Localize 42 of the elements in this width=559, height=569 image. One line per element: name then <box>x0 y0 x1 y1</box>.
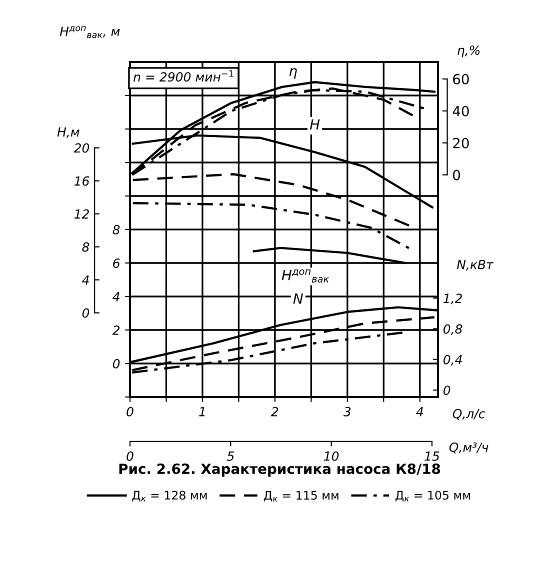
annotation: H <box>310 119 320 130</box>
x2-tick-label: 0 <box>126 451 134 461</box>
legend-label: Д$_{к}$ = 128 мм <box>132 490 207 502</box>
x-tick-label: 1 <box>199 407 205 416</box>
x-tick-label: 4 <box>416 407 423 416</box>
y3-tick-label: 4 <box>82 275 89 285</box>
x-tick-label: 2 <box>271 406 278 416</box>
y3-tick-label: 20 <box>74 143 90 153</box>
y2-tick-label: 40 <box>452 106 469 116</box>
x2-tick-label: 10 <box>324 451 339 461</box>
x-axis-title: Q,л/с <box>452 408 486 420</box>
y3-tick-label: 0 <box>82 308 90 318</box>
annotation: n = 2900 мин$^{−1}$ <box>134 70 234 82</box>
y-tick-label: 4 <box>112 292 120 302</box>
y3-tick-label: 16 <box>74 176 90 186</box>
y-tick-label: 1,2 <box>443 294 462 304</box>
y-tick-label: 0 <box>443 386 450 396</box>
y-axis-title: H$^{доп}$$_{вак}$, м <box>60 26 120 38</box>
legend-label: Д$_{к}$ = 115 мм <box>264 490 338 502</box>
y3-tick-label: 8 <box>82 242 90 252</box>
y3-axis-title: H,м <box>57 127 80 138</box>
y-tick-label: 2 <box>112 325 120 335</box>
y2-tick-label: 20 <box>453 138 469 148</box>
text: Рис. 2.62. Характеристика насоса К8/18 <box>119 464 440 477</box>
y-tick-label: 0,8 <box>443 324 462 335</box>
annotation: η <box>289 68 297 79</box>
y2-tick-label: 60 <box>453 74 469 84</box>
y-tick-label: 6 <box>113 258 120 268</box>
x2-axis-title: Q,м³/ч <box>449 442 488 454</box>
y-tick-label: 8 <box>112 224 120 234</box>
y3-tick-label: 12 <box>74 209 89 219</box>
x2-tick-label: 5 <box>226 452 234 461</box>
y-tick-label: 0,4 <box>443 354 462 366</box>
x2-tick-label: 15 <box>424 452 440 461</box>
y-tick-label: 0 <box>112 358 120 368</box>
y-axis-title: N,кВт <box>456 260 494 271</box>
x-tick-label: 0 <box>126 406 134 416</box>
annotation: H$^{доп}$$_{вак}$ <box>282 269 330 283</box>
legend-label: Д$_{к}$ = 105 мм <box>395 490 470 502</box>
y2-axis-title: η,% <box>458 45 480 58</box>
annotation: N <box>293 294 303 304</box>
x-tick-label: 3 <box>343 406 351 416</box>
